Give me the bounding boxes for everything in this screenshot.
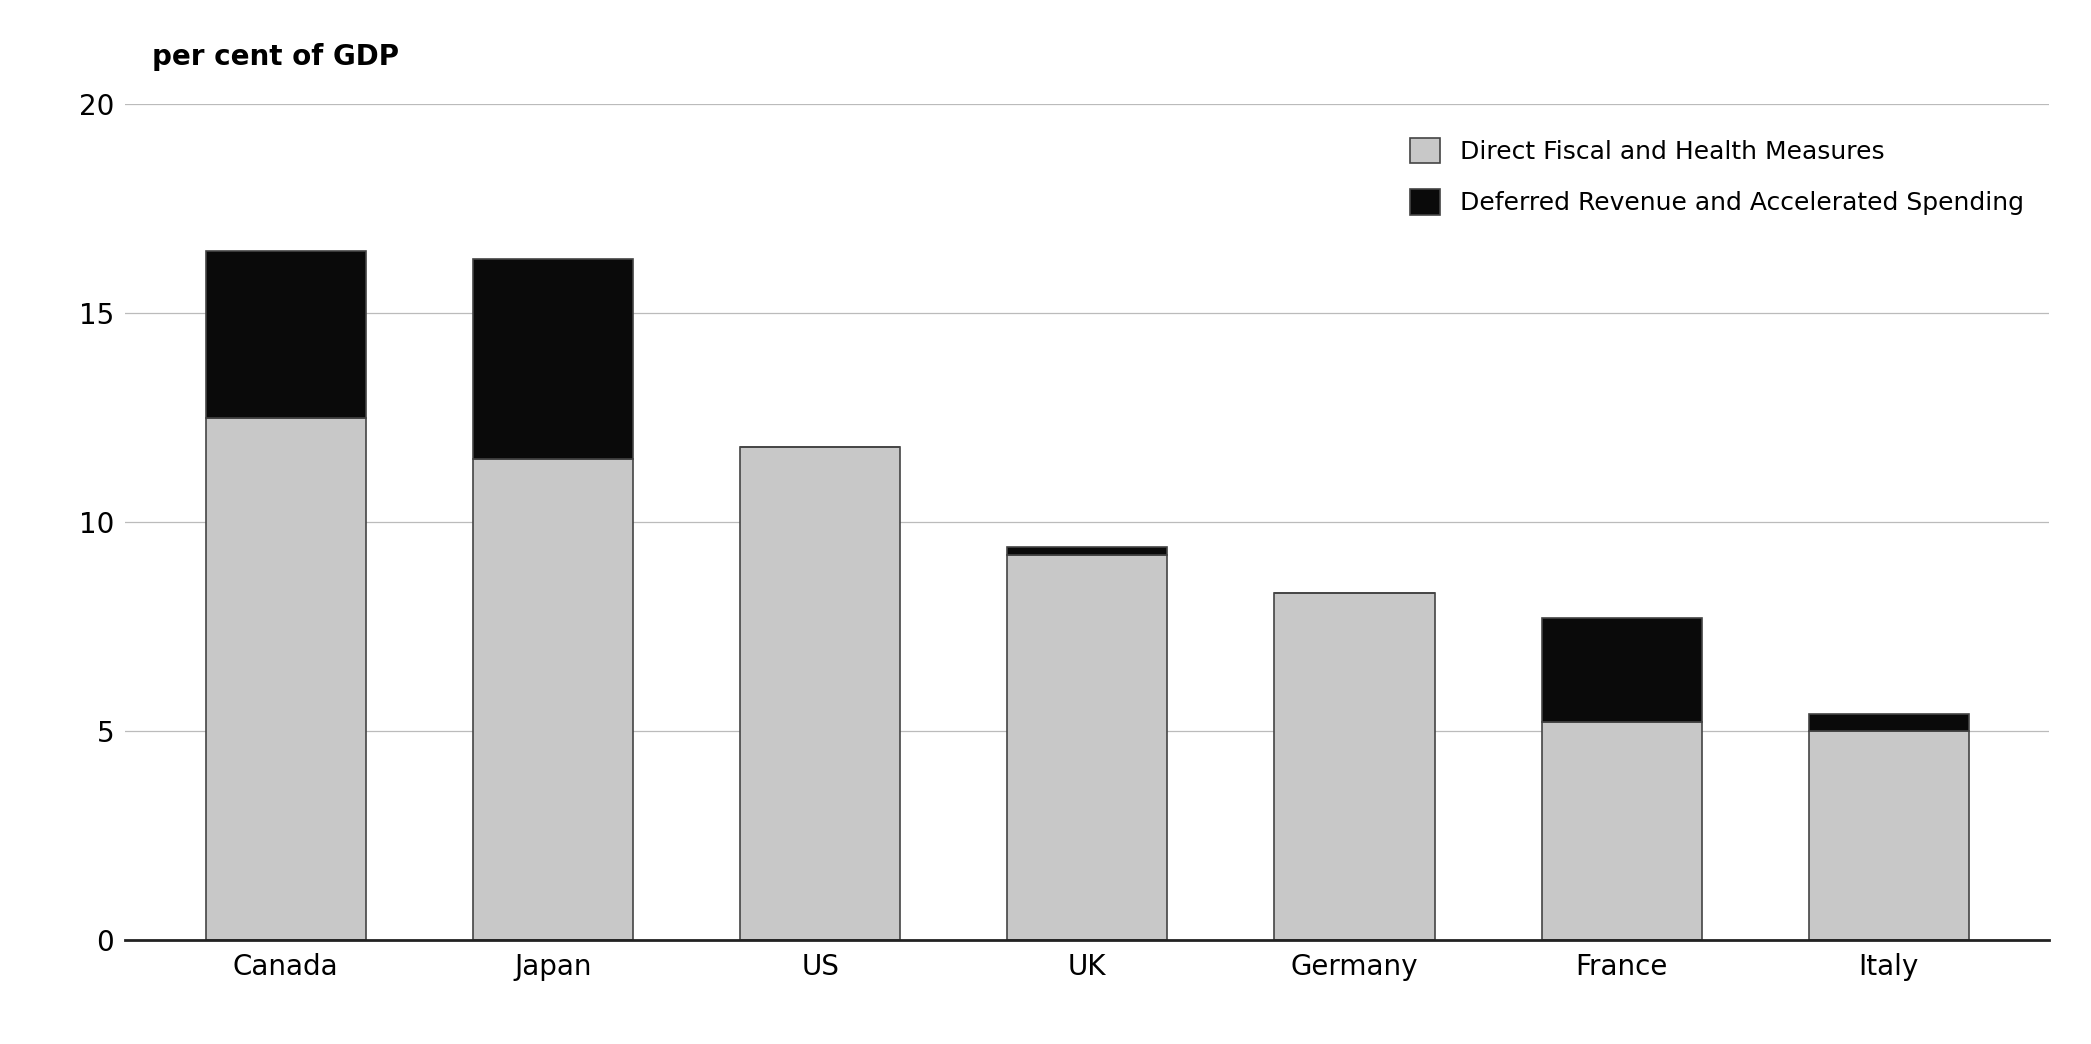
Bar xyxy=(1008,555,1167,940)
Bar xyxy=(1809,714,1970,731)
Bar xyxy=(1541,722,1702,940)
Bar xyxy=(740,447,901,940)
Bar xyxy=(1273,593,1434,940)
Bar xyxy=(1541,618,1702,722)
Bar xyxy=(473,459,634,940)
Bar xyxy=(473,259,634,459)
Bar xyxy=(1008,547,1167,555)
Bar xyxy=(205,418,366,940)
Text: per cent of GDP: per cent of GDP xyxy=(153,43,399,71)
Bar xyxy=(205,251,366,418)
Legend: Direct Fiscal and Health Measures, Deferred Revenue and Accelerated Spending: Direct Fiscal and Health Measures, Defer… xyxy=(1397,125,2037,228)
Bar xyxy=(1809,731,1970,940)
